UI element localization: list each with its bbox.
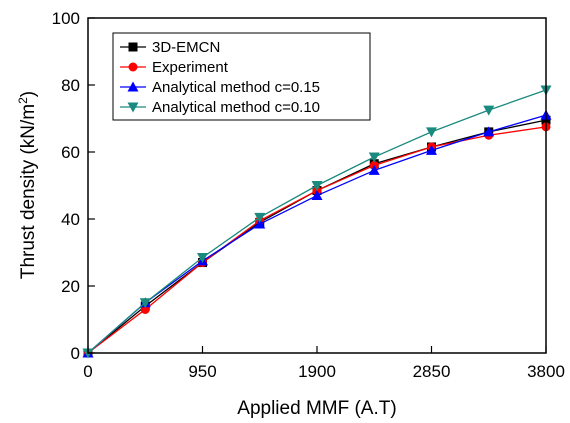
- y-tick-label: 20: [61, 277, 80, 296]
- x-tick-label: 3800: [527, 362, 565, 381]
- series-line: [87, 126, 547, 354]
- legend-label: Analytical method c=0.15: [152, 79, 320, 96]
- legend-entry: Experiment: [120, 59, 229, 76]
- data-point: [139, 298, 151, 309]
- legend-label: 3D-EMCN: [152, 39, 220, 56]
- data-point: [426, 127, 437, 138]
- legend-entry: Analytical method c=0.10: [120, 99, 320, 116]
- data-point: [426, 144, 437, 155]
- y-tick-label: 100: [52, 9, 80, 28]
- legend-label: Analytical method c=0.10: [152, 99, 320, 116]
- legend-box: [112, 32, 371, 121]
- x-tick-label: 2850: [413, 362, 451, 381]
- legend: 3D-EMCN Experiment Analytical method c=0.1…: [112, 32, 371, 121]
- legend-marker: [128, 62, 138, 72]
- x-tick-label: 950: [188, 362, 216, 381]
- y-tick-label: 0: [71, 344, 80, 363]
- series-line: [87, 119, 547, 354]
- legend-marker: [127, 81, 139, 92]
- series-line: [87, 89, 547, 354]
- y-axis-title: Thrust density (kN/m2): [16, 91, 39, 279]
- y-tick-label: 60: [61, 143, 80, 162]
- data-point: [483, 126, 495, 137]
- x-tick-label: 0: [83, 362, 92, 381]
- x-tick-label: 1900: [298, 362, 336, 381]
- series-line: [87, 114, 547, 354]
- data-point: [311, 181, 323, 191]
- data-point: [483, 105, 495, 116]
- series-4: [82, 85, 552, 359]
- legend-marker: [127, 102, 139, 113]
- x-axis: 0 950 1900 2850 3800: [83, 346, 565, 381]
- data-point: [368, 164, 380, 175]
- series-1: [83, 115, 551, 358]
- y-axis-title-suffix: ): [18, 91, 39, 97]
- legend-label: Experiment: [152, 59, 229, 76]
- data-point: [368, 152, 380, 163]
- plot-area: [82, 85, 552, 359]
- y-tick-label: 40: [61, 210, 80, 229]
- y-axis-title-superscript: 2: [16, 97, 30, 104]
- data-point: [254, 212, 266, 223]
- legend-entry: 3D-EMCN: [120, 39, 220, 56]
- legend-entry: Analytical method c=0.15: [120, 79, 320, 96]
- x-axis-title: Applied MMF (A.T): [237, 398, 396, 419]
- y-axis: 0 20 40 60 80 100: [52, 9, 95, 363]
- y-tick-label: 80: [61, 76, 80, 95]
- y-axis-title-main: Thrust density (kN/m: [18, 104, 39, 279]
- data-point: [254, 218, 266, 229]
- legend-marker: [128, 42, 138, 52]
- data-point: [197, 253, 208, 264]
- data-point: [311, 190, 323, 201]
- series-3: [82, 109, 552, 358]
- series-2: [83, 122, 551, 358]
